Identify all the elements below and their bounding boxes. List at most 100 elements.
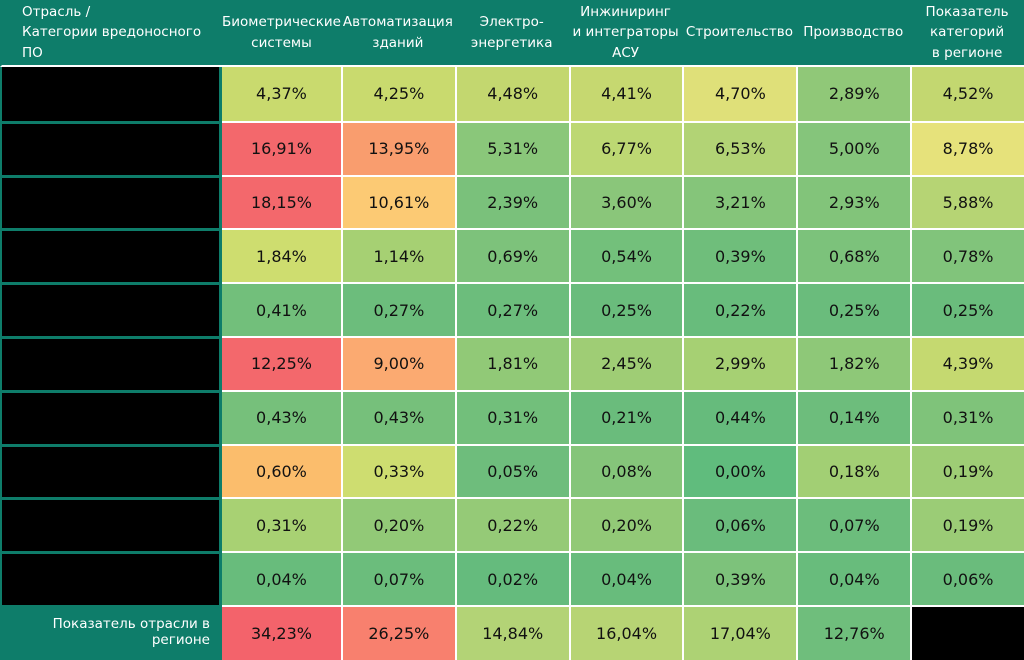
footer-cell: 26,25%: [340, 604, 455, 660]
column-header: Биометрические системы: [222, 0, 341, 67]
heatmap-cell: 5,31%: [454, 120, 569, 175]
heatmap-cell: 1,82%: [796, 335, 911, 390]
header-text-line: Показатель: [925, 4, 1009, 21]
heatmap-cell: 2,39%: [454, 174, 569, 229]
footer-cell-redacted: [910, 604, 1024, 660]
header-text-line: Инжиниринг: [580, 4, 671, 21]
heatmap-cell: 0,04%: [222, 551, 341, 605]
header-text-line: Категории вредоносного ПО: [22, 24, 202, 61]
heatmap-cell: 0,00%: [682, 443, 797, 498]
heatmap-cell: 13,95%: [340, 120, 455, 175]
heatmap-cell: 0,54%: [568, 228, 683, 283]
heatmap-cell: 0,39%: [682, 551, 797, 605]
heatmap-cell: 9,00%: [340, 335, 455, 390]
header-text-line: энергетика: [470, 34, 553, 51]
heatmap-cell: 0,02%: [454, 551, 569, 605]
heatmap-cell: 3,21%: [682, 174, 797, 229]
column-header: Строительство: [682, 0, 797, 67]
heatmap-cell: 0,60%: [222, 443, 341, 498]
footer-row-label: Показатель отрасли в регионе: [0, 604, 222, 660]
footer-cell: 14,84%: [454, 604, 569, 660]
heatmap-cell: 4,39%: [910, 335, 1024, 390]
row-label-redacted: [0, 335, 222, 390]
column-header: Производство: [796, 0, 911, 67]
column-header: Электро-энергетика: [454, 0, 569, 67]
heatmap-cell: 16,91%: [222, 120, 341, 175]
heatmap-cell: 0,27%: [340, 282, 455, 336]
heatmap-cell: 2,45%: [568, 335, 683, 390]
corner-header: Отрасль / Категории вредоносного ПО: [0, 0, 222, 67]
heatmap-cell: 12,25%: [222, 335, 341, 390]
column-header: Инжиниринг и интеграторы АСУ: [568, 0, 683, 67]
column-header: Показатель категорий в регионе: [910, 0, 1024, 67]
heatmap-cell: 0,68%: [796, 228, 911, 283]
heatmap-cell: 0,39%: [682, 228, 797, 283]
header-text-line: Биометрические: [222, 14, 341, 31]
heatmap-cell: 0,06%: [682, 497, 797, 552]
heatmap-cell: 0,06%: [910, 551, 1024, 605]
footer-cell: 12,76%: [796, 604, 911, 660]
row-label-redacted: [0, 282, 222, 336]
row-label-redacted: [0, 67, 222, 121]
header-text-line: системы: [251, 34, 312, 51]
heatmap-cell: 0,20%: [340, 497, 455, 552]
heatmap-cell: 0,22%: [454, 497, 569, 552]
column-header: Автоматизация зданий: [340, 0, 455, 67]
heatmap-cell: 0,31%: [454, 389, 569, 444]
heatmap-cell: 4,52%: [910, 67, 1024, 121]
heatmap-cell: 0,22%: [682, 282, 797, 336]
footer-cell: 17,04%: [682, 604, 797, 660]
heatmap-cell: 2,99%: [682, 335, 797, 390]
heatmap-cell: 0,31%: [222, 497, 341, 552]
header-text-line: АСУ: [612, 44, 639, 61]
header-text-line: Автоматизация: [342, 14, 453, 31]
heatmap-cell: 5,88%: [910, 174, 1024, 229]
heatmap-cell: 0,20%: [568, 497, 683, 552]
heatmap-cell: 0,25%: [910, 282, 1024, 336]
heatmap-cell: 0,43%: [222, 389, 341, 444]
heatmap-cell: 2,93%: [796, 174, 911, 229]
footer-cell: 34,23%: [222, 604, 341, 660]
heatmap-cell: 0,43%: [340, 389, 455, 444]
header-text-line: Электро-: [479, 14, 544, 31]
row-label-redacted: [0, 174, 222, 229]
heatmap-cell: 3,60%: [568, 174, 683, 229]
header-text-line: категорий: [930, 24, 1005, 41]
heatmap-cell: 0,31%: [910, 389, 1024, 444]
row-label-redacted: [0, 551, 222, 605]
heatmap-cell: 0,05%: [454, 443, 569, 498]
heatmap-cell: 2,89%: [796, 67, 911, 121]
heatmap-cell: 0,19%: [910, 443, 1024, 498]
header-text-line: зданий: [372, 34, 424, 51]
heatmap-cell: 4,37%: [222, 67, 341, 121]
heatmap-cell: 18,15%: [222, 174, 341, 229]
heatmap-cell: 0,25%: [796, 282, 911, 336]
heatmap-cell: 0,07%: [340, 551, 455, 605]
row-label-redacted: [0, 228, 222, 283]
heatmap-cell: 0,19%: [910, 497, 1024, 552]
header-text-line: Строительство: [685, 24, 793, 41]
heatmap-cell: 0,04%: [796, 551, 911, 605]
heatmap-cell: 6,53%: [682, 120, 797, 175]
heatmap-cell: 1,81%: [454, 335, 569, 390]
header-text-line: Отрасль /: [22, 4, 91, 21]
row-label-redacted: [0, 120, 222, 175]
heatmap-cell: 0,25%: [568, 282, 683, 336]
heatmap-cell: 0,04%: [568, 551, 683, 605]
heatmap-cell: 0,33%: [340, 443, 455, 498]
header-text-line: в регионе: [931, 44, 1003, 61]
heatmap-cell: 0,18%: [796, 443, 911, 498]
header-text-line: Производство: [803, 24, 904, 41]
heatmap-cell: 0,07%: [796, 497, 911, 552]
heatmap-cell: 0,21%: [568, 389, 683, 444]
heatmap-cell: 4,70%: [682, 67, 797, 121]
heatmap-cell: 0,78%: [910, 228, 1024, 283]
heatmap-cell: 1,14%: [340, 228, 455, 283]
row-label-redacted: [0, 389, 222, 444]
heatmap-cell: 0,27%: [454, 282, 569, 336]
heatmap-cell: 0,14%: [796, 389, 911, 444]
heatmap-cell: 0,69%: [454, 228, 569, 283]
heatmap-cell: 0,44%: [682, 389, 797, 444]
row-label-redacted: [0, 497, 222, 552]
